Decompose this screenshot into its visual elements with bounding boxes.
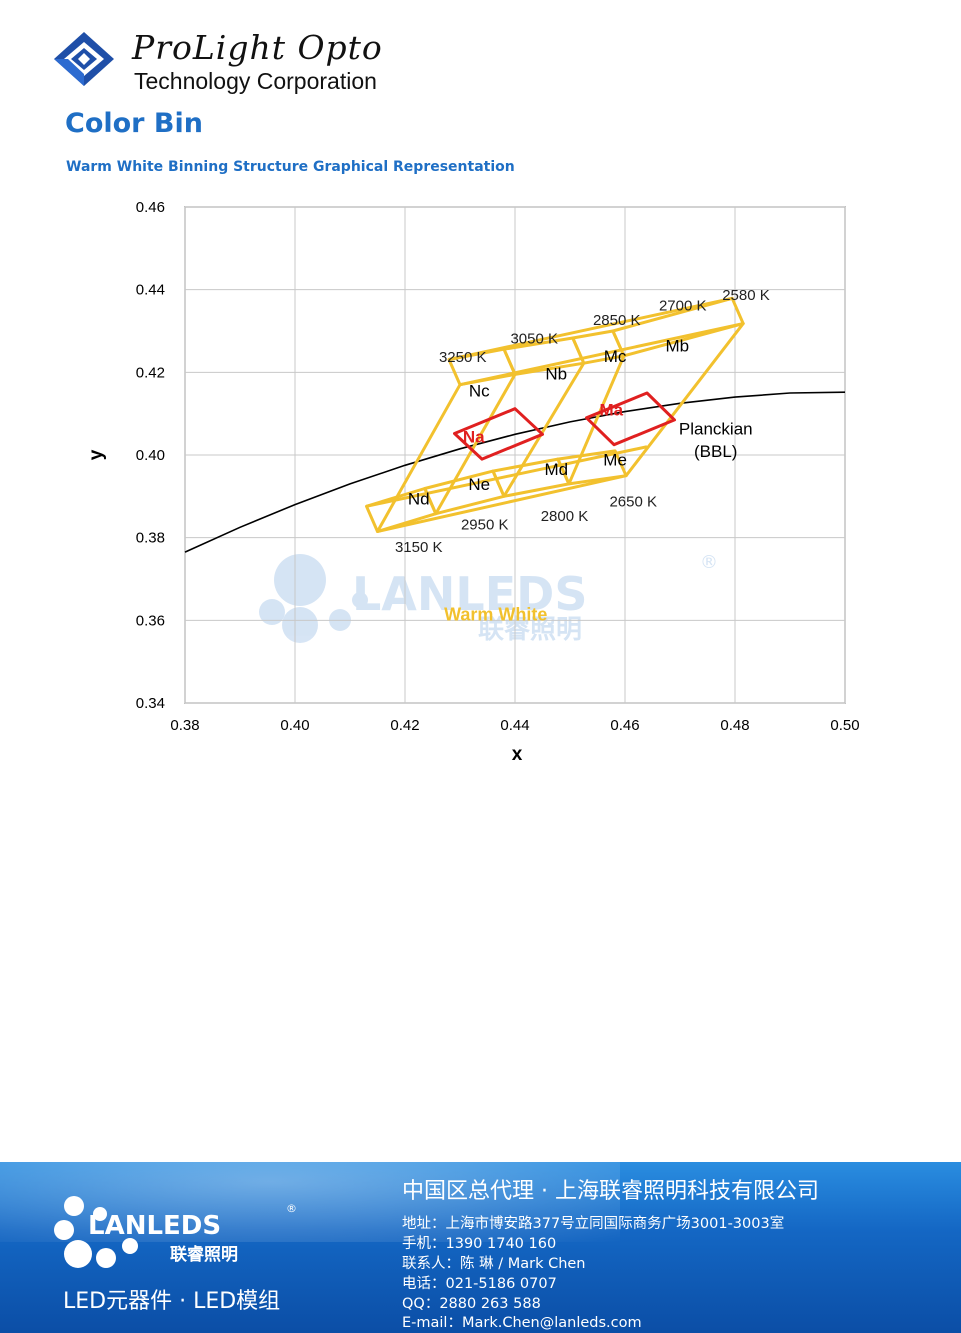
- bin-label-ne: Ne: [468, 475, 490, 494]
- logo-dot: [122, 1238, 138, 1254]
- x-tick-label: 0.50: [830, 717, 859, 734]
- cct-label: 3150 K: [395, 539, 443, 556]
- cct-label: 3050 K: [510, 330, 558, 347]
- footer-address: 地址：上海市博安路377号立同国际商务广场3001-3003室: [402, 1216, 785, 1232]
- logo-dot: [64, 1196, 84, 1216]
- logo-dot: [93, 1207, 107, 1221]
- center-bin-label-ma: Ma: [599, 401, 623, 420]
- color-bin-chart: LANLEDS 联睿照明 ® 0.38 0.40 0.42 0.44 0.46 0.48 0…: [86, 199, 860, 765]
- cct-label: 2650 K: [609, 494, 657, 511]
- company-name: ProLight Opto: [132, 28, 383, 67]
- bin-label-mc: Mc: [604, 347, 627, 366]
- x-tick-label: 0.38: [170, 717, 199, 734]
- x-tick-label: 0.44: [500, 717, 529, 734]
- planckian-locus-line: [184, 391, 846, 553]
- cct-label: 2950 K: [461, 516, 509, 533]
- footer-heading: 中国区总代理 · 上海联睿照明科技有限公司: [402, 1179, 819, 1204]
- footer-email[interactable]: E-mail：Mark.Chen@lanleds.com: [402, 1315, 642, 1331]
- x-tick-label: 0.42: [390, 717, 419, 734]
- plot-layer: Nc Nb Mc Mb Nd Ne Md Me Na Ma 3250 K 3050 K 2850 K 27…: [184, 287, 846, 624]
- footer-brand-cn: 联睿照明: [170, 1244, 238, 1265]
- watermark-brand: LANLEDS: [352, 567, 587, 621]
- y-tick-label: 0.36: [136, 612, 165, 629]
- grid-lines: [184, 206, 846, 704]
- footer-banner: LANLEDS 联睿照明 ® LED元器件 · LED模组 中国区总代理 · 上…: [0, 1162, 961, 1333]
- footer-brand-name: LANLEDS: [88, 1211, 221, 1241]
- footer-tagline: LED元器件 · LED模组: [63, 1289, 281, 1314]
- page-subtitle: Warm White Binning Structure Graphical R…: [66, 159, 515, 175]
- bin-label-nd: Nd: [408, 490, 430, 509]
- y-tick-label: 0.40: [136, 447, 165, 464]
- footer-phone: 电话：021-5186 0707: [402, 1276, 557, 1292]
- cct-label: 2850 K: [593, 312, 641, 329]
- lanleds-watermark: LANLEDS 联睿照明 ®: [259, 552, 718, 645]
- bin-divider-line: [448, 296, 733, 361]
- x-axis-label: x: [512, 744, 523, 765]
- bin-label-md: Md: [544, 460, 568, 479]
- bin-divider-line: [366, 445, 648, 508]
- footer-registered: ®: [286, 1202, 297, 1215]
- cct-label: 3250 K: [439, 349, 487, 366]
- y-tick-label: 0.44: [136, 282, 165, 299]
- center-bin-ma: [585, 391, 676, 447]
- watermark-registered: ®: [700, 552, 718, 573]
- footer-contact: 联系人：陈 琳 / Mark Chen: [402, 1256, 586, 1272]
- x-tick-label: 0.46: [610, 717, 639, 734]
- footer-qq: QQ：2880 263 588: [402, 1296, 541, 1312]
- footer-shine: [0, 1162, 620, 1242]
- y-axis-label: y: [86, 449, 107, 460]
- cct-label: 2580 K: [722, 287, 770, 304]
- center-bin-na: [453, 407, 544, 461]
- cct-label: 2800 K: [541, 508, 589, 525]
- center-bin-label-na: Na: [463, 428, 485, 447]
- company-subtitle: Technology Corporation: [134, 68, 377, 94]
- bin-outer-boundary: [376, 322, 745, 533]
- page-title: Color Bin: [65, 108, 203, 139]
- cct-label: 2700 K: [659, 297, 707, 314]
- x-tick-label: 0.40: [280, 717, 309, 734]
- planckian-label: Planckian: [679, 419, 753, 438]
- y-tick-label: 0.34: [136, 695, 165, 712]
- bin-label-nc: Nc: [469, 381, 490, 400]
- planckian-label-bbl: (BBL): [694, 442, 737, 461]
- y-tick-label: 0.38: [136, 530, 165, 547]
- bin-label-nb: Nb: [545, 364, 567, 383]
- prolight-logo-icon: [54, 32, 114, 86]
- logo-dot: [96, 1248, 116, 1268]
- x-tick-label: 0.48: [720, 717, 749, 734]
- bin-label-mb: Mb: [665, 337, 689, 356]
- logo-dot: [64, 1240, 92, 1268]
- lanleds-logo: LANLEDS 联睿照明 ®: [54, 1196, 297, 1268]
- region-label-warm-white: Warm White: [444, 604, 547, 624]
- bin-me: [556, 449, 628, 486]
- bin-label-me: Me: [603, 450, 627, 469]
- y-tick-label: 0.46: [136, 199, 165, 216]
- footer-mobile: 手机：1390 1740 160: [402, 1236, 557, 1252]
- bin-divider-line: [434, 373, 517, 515]
- y-tick-label: 0.42: [136, 364, 165, 381]
- axis-ticks: 0.38 0.40 0.42 0.44 0.46 0.48 0.50 0.34 0.36 0.38…: [136, 199, 860, 734]
- logo-dot: [54, 1220, 74, 1240]
